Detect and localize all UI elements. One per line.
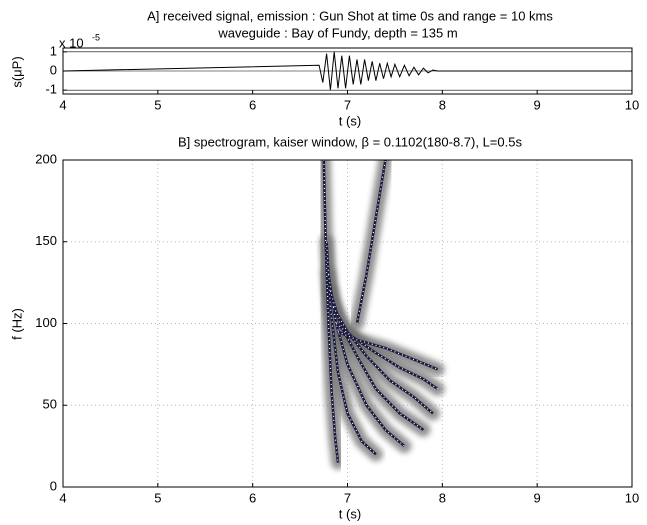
signal-line (62, 51, 632, 91)
y-tick-label: -1 (45, 82, 57, 97)
x-tick-label: 6 (249, 490, 256, 505)
x-tick-label: 7 (344, 97, 351, 112)
multiplier-exponent: -5 (92, 32, 100, 42)
x-tick-label: 5 (154, 97, 161, 112)
y-axis-label: f (Hz) (9, 308, 24, 340)
y-tick-label: 100 (35, 315, 57, 330)
x-axis-label: t (s) (339, 113, 361, 128)
y-tick-label: 50 (43, 397, 57, 412)
y-tick-label: 1 (50, 43, 57, 58)
axes-frame (62, 159, 633, 488)
x-tick-label: 10 (625, 97, 639, 112)
y-axis-label: s(μP) (9, 56, 24, 87)
mode-curve-dots (326, 241, 377, 455)
y-tick-label: 200 (35, 151, 57, 166)
chart-subtitle: waveguide : Bay of Fundy, depth = 135 m (217, 25, 457, 40)
x-tick-label: 8 (439, 490, 446, 505)
x-axis-label: t (s) (339, 506, 361, 521)
x-tick-label: 9 (534, 97, 541, 112)
y-tick-label: 0 (50, 62, 57, 77)
multiplier-base: x 10 (59, 35, 84, 50)
chart-title: B] spectrogram, kaiser window, β = 0.110… (178, 134, 522, 149)
x-tick-label: 4 (59, 97, 66, 112)
axes-frame (62, 47, 633, 95)
mode-curve-dots (323, 160, 339, 463)
mode-curve-dots (356, 160, 386, 324)
chart-title: A] received signal, emission : Gun Shot … (147, 8, 553, 23)
mode-curve-dots (332, 306, 434, 414)
y-tick-label: 150 (35, 233, 57, 248)
x-tick-label: 10 (625, 490, 639, 505)
mode-curve (335, 322, 439, 390)
x-tick-label: 6 (249, 97, 256, 112)
mode-curve-dots (327, 274, 405, 447)
x-tick-label: 4 (59, 490, 66, 505)
x-tick-label: 5 (154, 490, 161, 505)
y-tick-label: 0 (50, 478, 57, 493)
x-tick-label: 8 (439, 97, 446, 112)
x-tick-label: 9 (534, 490, 541, 505)
x-tick-label: 7 (344, 490, 351, 505)
mode-curve (337, 330, 439, 371)
